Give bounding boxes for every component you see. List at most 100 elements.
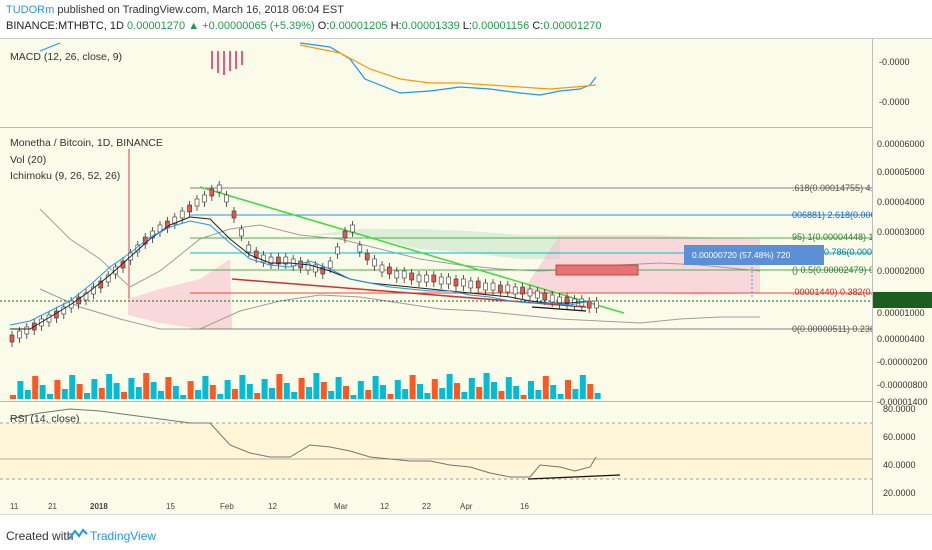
candle-body (83, 292, 89, 301)
publish-text: published on TradingView.com, March 16, … (54, 4, 344, 16)
candle-body (564, 296, 570, 305)
author-link[interactable]: TUDORm (6, 4, 55, 16)
volume-bar (135, 387, 142, 399)
volume-bar (387, 394, 394, 399)
volume-bar (505, 377, 512, 399)
footer: Created with TradingView (0, 514, 932, 550)
candle-body (216, 184, 222, 193)
volume-bar (24, 390, 31, 399)
macd-left-line (39, 42, 61, 52)
price-axis[interactable]: -0.0000 -0.0000 0.00006000 0.00005000 0.… (872, 39, 932, 515)
candle-body (261, 254, 266, 263)
volume-bars (10, 373, 601, 399)
candle-body (335, 246, 340, 255)
volume-bar (224, 380, 231, 399)
price-axis-label: 0.00000400 (877, 334, 925, 344)
rsi-axis-label: 60.0000 (883, 432, 916, 442)
volume-bar (320, 382, 327, 399)
tradingview-logo-icon (68, 528, 88, 540)
created-with-text: Created with (6, 529, 74, 543)
volume-bar (17, 381, 24, 399)
price-axis-label: -0.00000800 (877, 380, 928, 390)
candle-body (372, 258, 377, 267)
volume-bar (328, 391, 335, 399)
macd-axis-label: -0.0000 (879, 57, 910, 67)
chart-canvas[interactable] (0, 39, 872, 515)
volume-title: Vol (20) (10, 154, 47, 166)
volume-bar (143, 373, 150, 399)
volume-bar (84, 393, 90, 399)
volume-bar (417, 384, 423, 399)
price-axis-label: 0.00006000 (877, 139, 925, 149)
volume-bar (202, 376, 209, 399)
volume-bar (47, 394, 53, 399)
candle-body (172, 216, 178, 225)
candle-body (542, 292, 548, 301)
candle-body (416, 274, 422, 283)
candle-body (246, 244, 252, 253)
chart-area[interactable]: MACD (12, 26, close, 9) Monetha / Bitcoi… (0, 38, 932, 515)
x-axis-label: 22 (422, 502, 431, 511)
tradingview-link[interactable]: TradingView (90, 529, 157, 543)
ohlc-line: BINANCE:MTHBTC, 1D 0.00001270 ▲ +0.00000… (6, 20, 601, 32)
price-candles (9, 181, 599, 347)
candle-body (276, 256, 281, 265)
ichimoku-cloud (39, 208, 761, 330)
volume-bar (528, 381, 534, 399)
candle-body (520, 286, 525, 295)
candle-body (313, 264, 318, 273)
volume-bar (424, 393, 431, 399)
candle-body (24, 326, 30, 335)
volume-bar (557, 394, 564, 399)
candle-body (468, 280, 474, 289)
candle-body (290, 258, 296, 267)
volume-bar (587, 384, 594, 399)
low-label: L: (462, 20, 472, 32)
volume-bar (165, 377, 172, 399)
candle-body (194, 198, 200, 207)
price-axis-label: 0.00002000 (877, 266, 925, 276)
volume-bar (372, 376, 379, 399)
candle-body (305, 262, 311, 271)
pane-separator[interactable] (0, 401, 932, 402)
candle-body (394, 270, 400, 279)
candle-body (387, 266, 392, 275)
candle-body (401, 270, 407, 279)
x-axis-label: 2018 (90, 502, 108, 511)
fib-label: () 0.5(0.00002479) 0.61 (792, 265, 887, 275)
volume-bar (535, 390, 542, 399)
rsi-title: RSI (14, close) (10, 413, 80, 425)
close-value: 0.00001270 (543, 20, 602, 32)
volume-bar (498, 391, 505, 399)
price-axis-label: 0.00004000 (877, 197, 925, 207)
fib-label: 0(0.00000511) 0.236(0 (792, 324, 883, 334)
low-value: 0.00001156 (471, 20, 530, 32)
candle-body (527, 288, 533, 297)
close-label: C: (532, 20, 544, 32)
volume-bar (335, 377, 342, 399)
volume-bar (579, 375, 586, 399)
candle-body (342, 230, 348, 239)
candle-body (461, 278, 466, 287)
volume-bar (91, 379, 98, 399)
candle-body (202, 194, 207, 203)
candle-body (231, 210, 237, 219)
candle-body (187, 204, 192, 213)
candle-body (350, 224, 355, 233)
volume-bar (565, 380, 571, 399)
volume-bar (365, 390, 372, 399)
x-axis-label: Mar (334, 502, 348, 511)
volume-bar (409, 375, 416, 399)
macd-title: MACD (12, 26, close, 9) (10, 51, 123, 63)
x-axis-label: 12 (268, 502, 277, 511)
rsi-pane (0, 408, 872, 480)
candle-body (409, 272, 414, 281)
candle-body (17, 330, 22, 339)
moving-average-lines (9, 216, 591, 330)
pane-separator[interactable] (0, 127, 932, 128)
fib-label: .00001440) 0.382(0.000 (792, 287, 889, 297)
price-axis-label: 0.00005000 (877, 167, 925, 177)
price-axis-label: 0.00001000 (877, 308, 925, 318)
volume-bar (468, 378, 475, 399)
candle-body (379, 264, 385, 273)
